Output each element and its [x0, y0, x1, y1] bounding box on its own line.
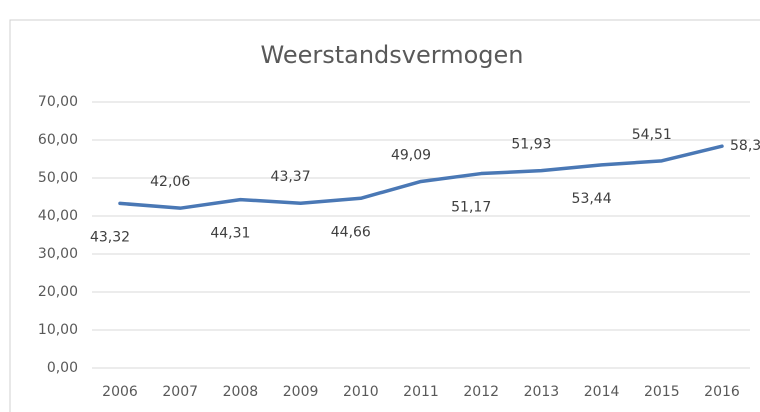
y-tick-label: 30,00: [38, 246, 78, 262]
data-label: 44,31: [210, 226, 250, 242]
y-tick-label: 10,00: [38, 322, 78, 338]
x-tick-label: 2016: [704, 384, 740, 400]
x-tick-label: 2013: [524, 384, 560, 400]
x-tick-label: 2009: [283, 384, 319, 400]
data-label: 54,51: [632, 127, 672, 143]
chart-title: Weerstandsvermogen: [261, 41, 524, 69]
y-tick-label: 0,00: [47, 360, 78, 376]
data-label: 51,17: [451, 200, 491, 216]
data-label: 53,44: [572, 191, 612, 207]
data-line: [118, 144, 724, 210]
x-tick-label: 2012: [463, 384, 499, 400]
data-label: 44,66: [331, 224, 371, 240]
x-tick-label: 2011: [403, 384, 439, 400]
data-label: 58,38: [730, 138, 760, 154]
y-tick-label: 40,00: [38, 208, 78, 224]
x-tick-label: 2007: [162, 384, 198, 400]
x-tick-label: 2010: [343, 384, 379, 400]
x-tick-label: 2015: [644, 384, 680, 400]
data-label: 43,32: [90, 229, 130, 245]
data-label: 49,09: [391, 147, 431, 163]
data-label: 42,06: [150, 174, 190, 190]
y-tick-label: 50,00: [38, 170, 78, 186]
data-label: 51,93: [511, 137, 551, 153]
x-tick-label: 2006: [102, 384, 138, 400]
y-tick-label: 60,00: [38, 132, 78, 148]
y-tick-label: 70,00: [38, 94, 78, 110]
data-label: 43,37: [271, 169, 311, 185]
x-tick-label: 2014: [584, 384, 620, 400]
x-tick-label: 2008: [223, 384, 259, 400]
y-tick-label: 20,00: [38, 284, 78, 300]
